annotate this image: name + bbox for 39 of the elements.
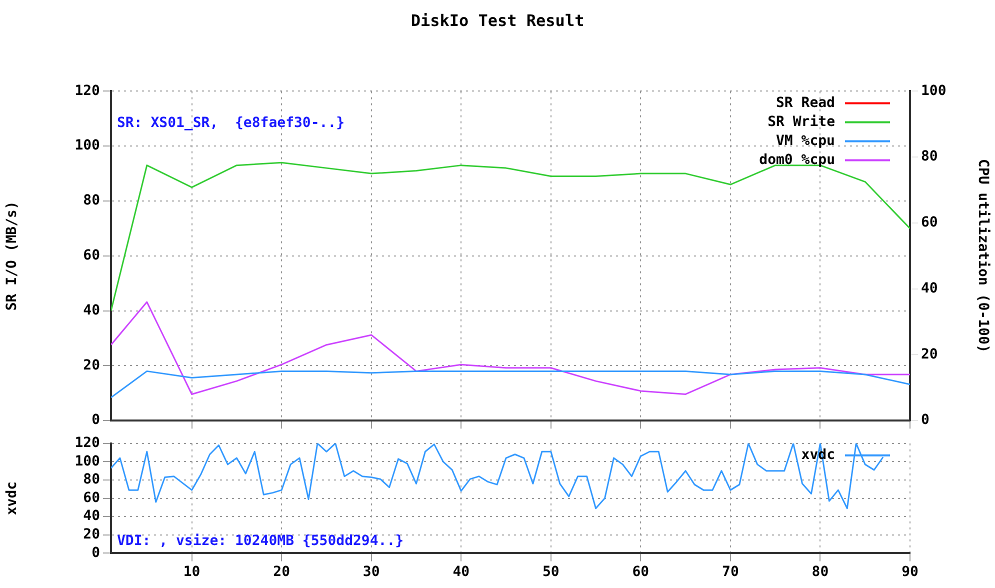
y2-tick-label: 80 bbox=[921, 148, 938, 165]
y-tick-label: 0 bbox=[92, 544, 100, 561]
y-tick-label: 40 bbox=[83, 508, 100, 524]
annotation: SR: XS01_SR, {e8faef30-..} bbox=[117, 114, 345, 131]
y-tick-label: 120 bbox=[74, 82, 100, 99]
x-tick-label: 30 bbox=[362, 564, 380, 580]
y2-tick-label: 0 bbox=[921, 412, 930, 428]
y-tick-label: 100 bbox=[74, 453, 100, 470]
y2-tick-label: 100 bbox=[921, 82, 946, 99]
x-tick-label: 20 bbox=[273, 564, 290, 580]
y2-tick-label: 40 bbox=[921, 280, 938, 296]
x-tick-label: 10 bbox=[183, 564, 200, 580]
y-tick-label: 60 bbox=[83, 248, 100, 264]
y-tick-label: 0 bbox=[92, 412, 100, 428]
y-tick-label: 20 bbox=[83, 357, 100, 374]
x-tick-label: 80 bbox=[812, 564, 829, 580]
x-tick-label: 90 bbox=[902, 564, 918, 580]
legend-label: VM %cpu bbox=[776, 132, 835, 149]
y-axis-title: SR I/O (MB/s) bbox=[4, 201, 20, 311]
y-tick-label: 120 bbox=[74, 435, 100, 452]
y-axis-title: xvdc bbox=[4, 481, 20, 516]
x-tick-label: 60 bbox=[632, 564, 650, 580]
legend-label: SR Write bbox=[768, 114, 835, 130]
legend-label: SR Read bbox=[776, 94, 835, 111]
y2-tick-label: 20 bbox=[921, 346, 938, 362]
x-tick-label: 40 bbox=[452, 564, 470, 580]
y-tick-label: 60 bbox=[83, 490, 100, 506]
y-tick-label: 20 bbox=[83, 526, 100, 543]
x-tick-label: 70 bbox=[722, 564, 739, 580]
y2-axis-title: CPU utilization (0-100) bbox=[974, 158, 991, 353]
y-tick-label: 80 bbox=[83, 192, 100, 209]
y-tick-label: 100 bbox=[74, 138, 100, 154]
annotation: VDI: , vsize: 10240MB {550dd294..} bbox=[117, 532, 404, 549]
y-tick-label: 40 bbox=[83, 302, 100, 318]
y-tick-label: 80 bbox=[83, 472, 100, 488]
x-tick-label: 50 bbox=[542, 564, 560, 580]
chart-title: DiskIo Test Result bbox=[410, 10, 584, 30]
y2-tick-label: 60 bbox=[921, 214, 938, 231]
legend-label: dom0 %cpu bbox=[759, 152, 835, 168]
